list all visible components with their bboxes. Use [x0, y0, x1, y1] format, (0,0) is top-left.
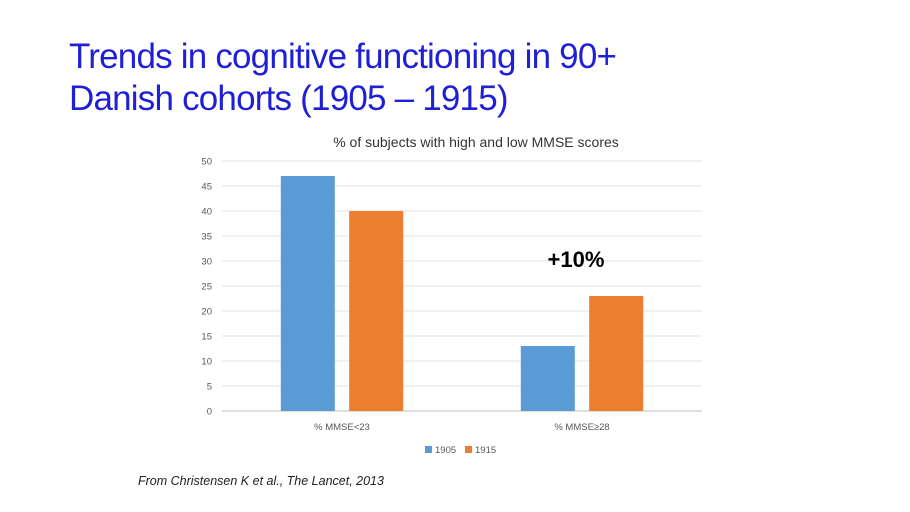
bar-1905-1	[280, 176, 335, 411]
y-tick-label: 30	[201, 257, 212, 268]
chart-title: % of subjects with high and low MMSE sco…	[333, 134, 619, 150]
y-axis-tick-labels: 0 5 10 15 20 25 30 35 40 45 50	[201, 157, 212, 418]
y-tick-label: 5	[207, 382, 212, 393]
y-tick-label: 10	[201, 357, 212, 368]
annotation-label: +10%	[548, 247, 605, 272]
y-tick-label: 50	[201, 157, 212, 168]
x-tick-label: % MMSE<23	[314, 422, 370, 433]
legend: 1905 1915	[425, 445, 496, 456]
y-tick-label: 40	[201, 207, 212, 218]
x-tick-label: % MMSE≥28	[554, 422, 609, 433]
legend-swatch-1905	[425, 446, 432, 453]
y-tick-label: 25	[201, 282, 212, 293]
legend-swatch-1915	[465, 446, 472, 453]
bars	[280, 176, 644, 411]
slide-title-line-2: Danish cohorts (1905 – 1915)	[69, 79, 509, 118]
bar-1915-1	[349, 211, 404, 411]
y-tick-label: 0	[207, 407, 212, 418]
x-axis-tick-labels: % MMSE<23 % MMSE≥28	[314, 422, 610, 433]
legend-label-1905: 1905	[435, 445, 456, 456]
slide-title-line-1: Trends in cognitive functioning in 90+	[69, 37, 617, 76]
y-tick-label: 45	[201, 182, 212, 193]
citation: From Christensen K et al., The Lancet, 2…	[138, 474, 384, 488]
y-tick-label: 20	[201, 307, 212, 318]
legend-label-1915: 1915	[475, 445, 496, 456]
y-tick-label: 35	[201, 232, 212, 243]
bar-1915-2	[589, 296, 644, 411]
slide-title: Trends in cognitive functioning in 90+ D…	[69, 36, 829, 120]
bar-1905-2	[520, 346, 575, 411]
y-tick-label: 15	[201, 332, 212, 343]
